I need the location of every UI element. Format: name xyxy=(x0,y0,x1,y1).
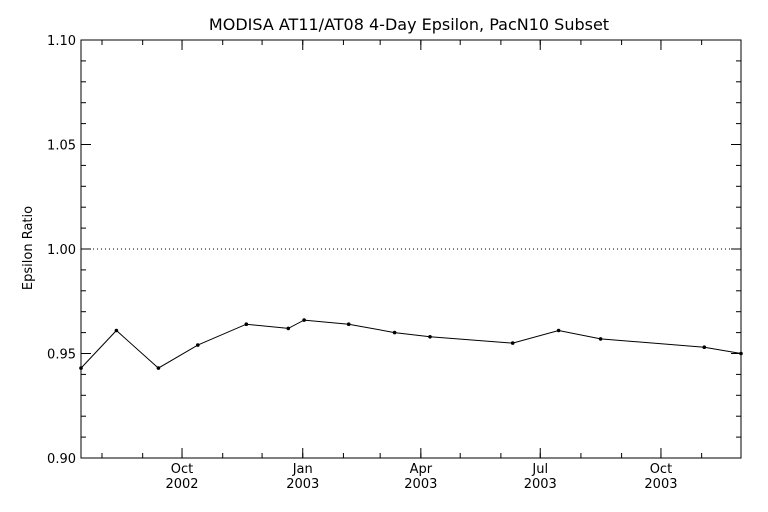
y-tick-label: 0.90 xyxy=(47,452,76,467)
data-point xyxy=(739,351,743,356)
x-tick-year-label: 2003 xyxy=(524,477,557,492)
data-point xyxy=(428,335,432,339)
x-tick-month-label: Oct xyxy=(171,462,193,477)
x-tick-month-label: Jul xyxy=(531,462,548,477)
data-point xyxy=(346,322,351,327)
data-point xyxy=(702,345,707,350)
y-axis-label: Epsilon Ratio xyxy=(21,206,36,290)
x-tick-year-label: 2003 xyxy=(286,477,319,492)
data-point xyxy=(114,328,119,333)
data-point xyxy=(556,328,561,333)
data-point xyxy=(302,318,306,322)
data-point xyxy=(598,337,603,341)
x-tick-month-label: Oct xyxy=(650,462,672,477)
x-tick-month-label: Apr xyxy=(410,462,433,477)
series-line xyxy=(80,319,742,369)
x-tick-month-label: Jan xyxy=(292,462,313,477)
data-point xyxy=(79,366,83,370)
x-tick-year-label: 2003 xyxy=(644,477,677,492)
y-tick-label: 1.00 xyxy=(47,243,76,258)
y-axis-ticks: 0.90 0.95 1.00 1.05 1.10 xyxy=(47,34,741,467)
x-tick-year-label: 2003 xyxy=(404,477,437,492)
series-group xyxy=(79,318,743,370)
data-point xyxy=(244,322,249,327)
y-tick-label: 0.95 xyxy=(47,348,76,363)
x-tick-year-label: 2002 xyxy=(165,477,198,492)
y-tick-label: 1.05 xyxy=(47,139,76,154)
data-point xyxy=(196,343,200,347)
data-point xyxy=(156,366,161,370)
data-point xyxy=(510,341,515,345)
data-point xyxy=(286,326,291,331)
data-point xyxy=(392,330,397,335)
y-tick-label: 1.10 xyxy=(47,34,76,49)
plot-frame xyxy=(80,39,742,459)
chart-title: MODISA AT11/AT08 4-Day Epsilon, PacN10 S… xyxy=(209,15,609,34)
